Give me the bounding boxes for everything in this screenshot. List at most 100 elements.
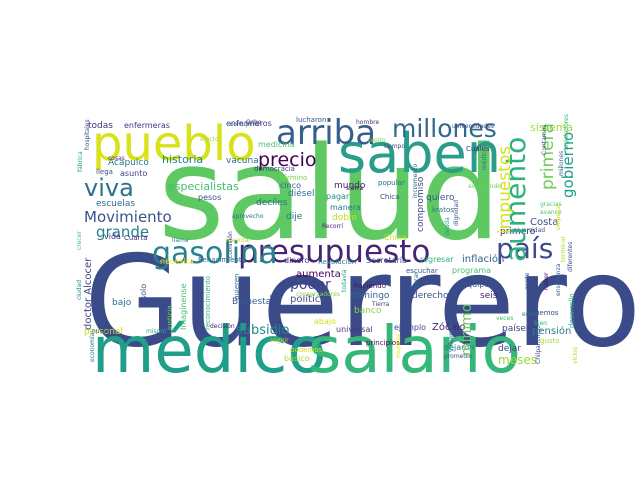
word-doble: doble xyxy=(332,213,357,223)
word-derecho: derecho xyxy=(412,291,449,301)
word-dije: dije xyxy=(286,212,303,222)
word-seis: seis xyxy=(480,291,498,301)
word-dinero: dinero xyxy=(284,256,309,265)
word-gente: gente xyxy=(524,272,531,290)
word-escuelas: escuelas xyxy=(96,199,135,209)
word-mínimo: mínimo xyxy=(459,304,475,357)
word-meses: meses xyxy=(498,353,537,367)
word-justicia: justicia xyxy=(166,305,174,331)
word-escuchar: escuchar xyxy=(406,267,438,275)
word-necesita: necesita xyxy=(160,257,194,266)
word-todas: todas xyxy=(88,121,113,131)
word-revolución: Revolución xyxy=(318,258,356,266)
word-popular: popular xyxy=(378,179,405,187)
word-doctor-alcocer: doctor Alcocer xyxy=(83,257,94,330)
word-renacimiento: Renacimiento xyxy=(198,256,246,264)
word-bajo: bajo xyxy=(112,298,132,308)
word-vicios: vicios xyxy=(572,347,579,364)
word-economía: economía xyxy=(89,332,96,362)
word-contamos: Contamos xyxy=(541,125,548,155)
word-fábrica: fábrica xyxy=(77,151,84,172)
word-legisladores: legisladores xyxy=(563,114,570,150)
word-asunto: asunto xyxy=(120,169,147,178)
word-kratos: kratos xyxy=(432,206,454,214)
word-decíles: decíles xyxy=(256,198,288,208)
word-enseñanza: enseñanza xyxy=(555,263,562,296)
word-vida: vida xyxy=(104,232,121,241)
word-ejemplo: ejemplo xyxy=(394,323,426,332)
word-imagínense: Imagínense xyxy=(179,283,188,330)
word-deuda: deuda xyxy=(444,217,451,236)
word-diésel: diésel xyxy=(288,188,314,199)
word-hospitales: hospitales xyxy=(84,119,91,150)
word-millones: millones xyxy=(558,151,565,176)
word-viva: viva xyxy=(84,174,134,202)
word-universidades: universidades xyxy=(452,123,494,130)
word-crecer: crecer xyxy=(76,231,83,250)
word-efecto: efecto xyxy=(200,136,219,143)
word-comisión: comisión xyxy=(227,231,234,258)
word-china: China xyxy=(384,233,407,242)
word-cuarta: Cuarta xyxy=(124,234,148,242)
word-pagar: pagar xyxy=(326,192,350,201)
word-volvemos: volvemos xyxy=(448,323,455,352)
word-mismo: mismo xyxy=(146,328,166,335)
word-haber: haber xyxy=(543,272,550,290)
word-quieren: quieren xyxy=(233,273,241,300)
word-podemos: podemos xyxy=(290,346,323,354)
word-universal: universal xyxy=(336,325,373,334)
word-domingo: domingo xyxy=(350,291,390,301)
word-chica: Chica xyxy=(380,193,399,201)
word-haciendo: haciendo xyxy=(354,282,386,290)
word-conservadores: conservadores xyxy=(296,291,340,298)
word-diferentes: diferentes xyxy=(567,242,574,272)
word-hombre: hombre xyxy=(356,119,379,126)
word-básico: básico xyxy=(284,354,310,363)
word-lucharon: lucharon xyxy=(296,116,326,124)
word-aumenta: aumenta xyxy=(296,269,341,280)
word-médicos: médicos xyxy=(481,145,488,170)
word-querido: querido xyxy=(481,169,488,192)
word-países: países xyxy=(502,324,531,334)
word-puntos: puntos xyxy=(268,294,276,318)
word-manera: manera xyxy=(330,203,361,212)
word-recorrí: Recorrí xyxy=(322,223,343,230)
word-sierra: sierra xyxy=(346,185,363,192)
word-solo: solo xyxy=(139,284,148,300)
word-decisión: decisión xyxy=(210,323,235,330)
word-historia: historia xyxy=(162,153,203,166)
word-democracia: democracia xyxy=(254,165,295,173)
word-chilpancingo: Chilpancingo xyxy=(535,325,542,364)
word-llega: llega xyxy=(96,168,113,176)
word-lograr: lograr xyxy=(413,272,420,290)
word-equipos: equipos xyxy=(462,280,493,289)
word-regresar: regresar xyxy=(420,255,454,264)
word-todavía: todavía xyxy=(341,269,348,292)
word-cosas: cosas xyxy=(108,155,125,162)
word-dignidad: dignidad xyxy=(453,200,460,226)
word-quiero: quiero xyxy=(426,193,455,203)
word-enero: enero xyxy=(522,311,540,318)
word-medicina: medicina xyxy=(258,140,295,149)
word-mujeres: mujeres xyxy=(395,334,402,358)
word-impuestos: impuestos xyxy=(495,146,515,234)
word-programa: programa xyxy=(452,266,491,275)
word-desarrollo: desarrollo xyxy=(568,293,576,328)
word-llama: llama xyxy=(172,237,189,244)
word-veces: veces xyxy=(496,315,513,322)
word-secretaría: Secretaría xyxy=(366,256,407,265)
word-seguir: seguir xyxy=(270,337,289,344)
word-tiempo: tiempo xyxy=(384,143,405,150)
word-aprovecho: aprovecho xyxy=(232,213,264,220)
word-especialistas: especialistas xyxy=(168,180,239,193)
word-tierra: Tierra xyxy=(371,301,390,308)
word-reconocimiento: reconocimiento xyxy=(204,276,212,330)
word-empezar: empezar xyxy=(555,203,562,230)
word-subsidio: subsidio xyxy=(236,323,290,338)
word-abajo: abajo xyxy=(314,317,336,326)
word-inflación: inflación xyxy=(462,253,504,265)
word-gusto: gusto xyxy=(540,337,560,345)
word-terminar: terminar xyxy=(560,236,567,262)
word-incremento: incremento xyxy=(412,164,419,198)
